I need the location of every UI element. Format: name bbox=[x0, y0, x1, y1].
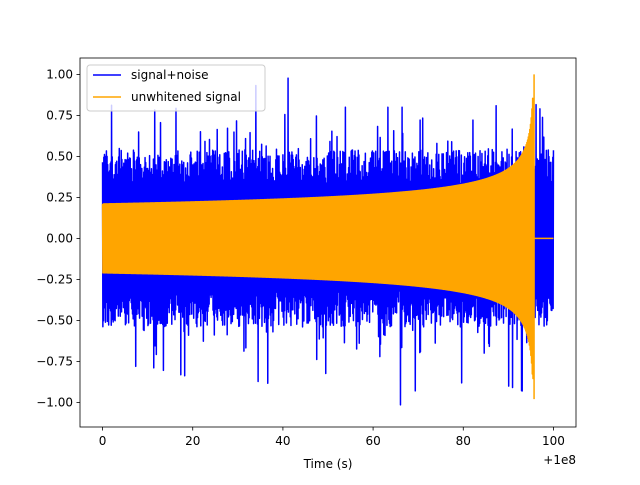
x-axis: 0 20 40 60 80 100 bbox=[99, 427, 565, 448]
legend-label-unwhitened-signal: unwhitened signal bbox=[131, 90, 241, 104]
y-axis: 1.00 0.75 0.50 0.25 0.00 −0.25 −0.50 −0.75 −1.00 bbox=[36, 68, 80, 410]
x-tick-label: 80 bbox=[456, 434, 471, 448]
plot-frame bbox=[79, 57, 577, 428]
y-tick-label: 1.00 bbox=[46, 68, 73, 82]
y-tick-label: 0.00 bbox=[46, 232, 73, 246]
legend: signal+noise unwhitened signal bbox=[86, 64, 266, 112]
x-axis-label: Time (s) bbox=[303, 457, 353, 471]
y-tick-label: 0.25 bbox=[46, 191, 73, 205]
series-layer bbox=[101, 74, 555, 406]
x-tick-label: 60 bbox=[365, 434, 380, 448]
legend-label-signal-noise: signal+noise bbox=[131, 68, 208, 82]
x-axis-offset-label: +1e8 bbox=[543, 453, 576, 467]
series-line-unwhitened-signal bbox=[101, 74, 554, 400]
x-tick-label: 0 bbox=[99, 434, 107, 448]
y-tick-label: 0.75 bbox=[46, 109, 73, 123]
y-tick-label: −1.00 bbox=[36, 396, 73, 410]
y-tick-label: −0.25 bbox=[36, 273, 73, 287]
y-tick-label: 0.50 bbox=[46, 150, 73, 164]
y-tick-label: −0.50 bbox=[36, 314, 73, 328]
plot-area bbox=[79, 57, 577, 428]
y-tick-label: −0.75 bbox=[36, 355, 73, 369]
x-tick-label: 40 bbox=[275, 434, 290, 448]
legend-box bbox=[86, 64, 266, 112]
x-tick-label: 100 bbox=[542, 434, 565, 448]
x-tick-label: 20 bbox=[185, 434, 200, 448]
